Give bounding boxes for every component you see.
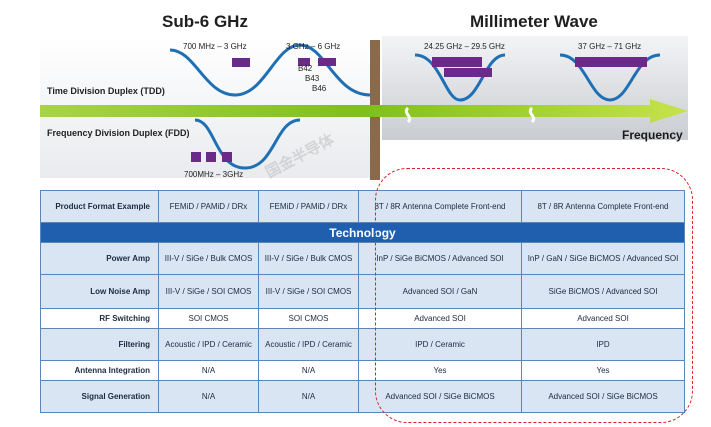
table-row: Power Amp III-V / SiGe / Bulk CMOS III-V…	[40, 242, 685, 275]
band-block	[444, 68, 492, 77]
band-block	[575, 57, 647, 67]
fdd-wave-curve	[194, 118, 301, 170]
band-block	[432, 57, 482, 67]
table-cell: Advanced SOI / SiGe BiCMOS	[358, 380, 522, 413]
table-row: Antenna Integration N/A N/A Yes Yes	[40, 360, 685, 381]
table-cell: InP / SiGe BiCMOS / Advanced SOI	[358, 242, 522, 275]
tdd-label: Time Division Duplex (TDD)	[47, 86, 165, 96]
table-cell: IPD / Ceramic	[358, 328, 522, 361]
tdd-wave-curve	[169, 43, 371, 97]
table-cell: SOI CMOS	[158, 308, 259, 329]
technology-header-row: Technology	[40, 222, 685, 243]
technology-table: Product Format Example FEMiD / PAMiD / D…	[40, 190, 685, 413]
table-cell: FEMiD / PAMiD / DRx	[158, 190, 259, 223]
table-cell: N/A	[158, 380, 259, 413]
band-block	[191, 152, 201, 162]
table-cell: 8T / 8R Antenna Complete Front-end	[358, 190, 522, 223]
table-cell: Acoustic / IPD / Ceramic	[158, 328, 259, 361]
row-header: RF Switching	[40, 308, 159, 329]
table-row-format: Product Format Example FEMiD / PAMiD / D…	[40, 190, 685, 223]
frequency-arrow	[40, 99, 688, 123]
wave-break-mark	[528, 106, 536, 124]
frequency-diagram	[40, 36, 688, 180]
table-cell: Advanced SOI / SiGe BiCMOS	[521, 380, 685, 413]
band-label-mm2: 37 GHz – 71 GHz	[578, 42, 642, 51]
fdd-label: Frequency Division Duplex (FDD)	[47, 128, 190, 138]
mmwave-background	[382, 36, 688, 140]
table-cell: SOI CMOS	[258, 308, 359, 329]
table-row: RF Switching SOI CMOS SOI CMOS Advanced …	[40, 308, 685, 329]
table-cell: Advanced SOI	[358, 308, 522, 329]
band-block	[222, 152, 232, 162]
band-block	[318, 58, 336, 66]
row-header: Antenna Integration	[40, 360, 159, 381]
table-cell: Acoustic / IPD / Ceramic	[258, 328, 359, 361]
table-cell: III-V / SiGe / SOI CMOS	[158, 274, 259, 309]
table-row: Filtering Acoustic / IPD / Ceramic Acous…	[40, 328, 685, 361]
band-label-b42: B42	[298, 64, 313, 73]
frequency-label: Frequency	[622, 128, 683, 142]
band-label-b46: B46	[312, 84, 327, 93]
band-label-b43: B43	[305, 74, 320, 83]
table-cell: IPD	[521, 328, 685, 361]
sub6-header: Sub-6 GHz	[162, 12, 248, 31]
wave-break-mark	[404, 106, 412, 124]
table-row: Low Noise Amp III-V / SiGe / SOI CMOS II…	[40, 274, 685, 309]
band-label-700mhz-3ghz: 700 MHz – 3 GHz	[183, 42, 247, 51]
band-label-mm1: 24.25 GHz – 29.5 GHz	[424, 42, 505, 51]
technology-header: Technology	[40, 222, 685, 243]
band-label-fdd: 700MHz – 3GHz	[184, 170, 244, 179]
table-cell: Advanced SOI / GaN	[358, 274, 522, 309]
mmwave-header: Millimeter Wave	[470, 12, 598, 31]
table-cell: SiGe BiCMOS / Advanced SOI	[521, 274, 685, 309]
band-block	[206, 152, 216, 162]
row-header: Low Noise Amp	[40, 274, 159, 309]
table-row: Signal Generation N/A N/A Advanced SOI /…	[40, 380, 685, 413]
row-header: Filtering	[40, 328, 159, 361]
table-cell: III-V / SiGe / Bulk CMOS	[158, 242, 259, 275]
table-cell: N/A	[158, 360, 259, 381]
row-header: Power Amp	[40, 242, 159, 275]
table-cell: 8T / 8R Antenna Complete Front-end	[521, 190, 685, 223]
table-cell: InP / GaN / SiGe BiCMOS / Advanced SOI	[521, 242, 685, 275]
table-cell: N/A	[258, 360, 359, 381]
table-cell: III-V / SiGe / SOI CMOS	[258, 274, 359, 309]
band-label-3-6ghz: 3 GHz – 6 GHz	[286, 42, 341, 51]
row-header: Signal Generation	[40, 380, 159, 413]
band-block	[298, 58, 310, 66]
table-cell: FEMiD / PAMiD / DRx	[258, 190, 359, 223]
table-cell: N/A	[258, 380, 359, 413]
band-block	[232, 58, 250, 67]
table-cell: III-V / SiGe / Bulk CMOS	[258, 242, 359, 275]
row-header: Product Format Example	[40, 190, 159, 223]
table-cell: Advanced SOI	[521, 308, 685, 329]
table-cell: Yes	[358, 360, 522, 381]
table-cell: Yes	[521, 360, 685, 381]
